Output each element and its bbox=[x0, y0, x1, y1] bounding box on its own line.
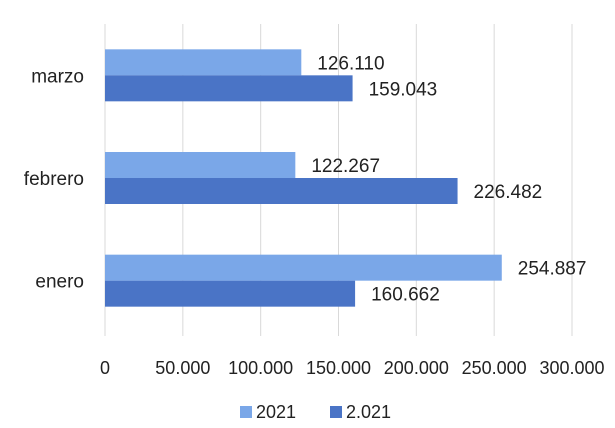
x-tick-label-0: 0 bbox=[100, 358, 110, 378]
data-label-marzo-2.021: 159.043 bbox=[369, 79, 438, 100]
bar-marzo-2.021 bbox=[105, 75, 353, 102]
data-label-febrero-2021: 122.267 bbox=[311, 156, 380, 177]
data-labels: 254.887 160.662 122.267 226.482 126.110 159.0… bbox=[311, 53, 586, 305]
data-label-enero-2021: 254.887 bbox=[518, 259, 587, 280]
legend-label-2021: 2021 bbox=[256, 402, 296, 422]
x-tick-label-2: 100.000 bbox=[228, 358, 293, 378]
bar-enero-2021 bbox=[105, 254, 502, 281]
bars bbox=[105, 49, 502, 307]
x-tick-label-5: 250.000 bbox=[462, 358, 527, 378]
bar-enero-2.021 bbox=[105, 280, 356, 307]
legend: 2021 2.021 bbox=[240, 402, 391, 422]
legend-label-2.021: 2.021 bbox=[346, 402, 391, 422]
category-label-enero: enero bbox=[35, 272, 84, 293]
legend-swatch-2021 bbox=[240, 406, 252, 418]
x-tick-label-3: 150.000 bbox=[306, 358, 371, 378]
data-label-enero-2.021: 160.662 bbox=[371, 285, 440, 306]
x-axis-tick-labels: 0 50.000 100.000 150.000 200.000 250.000 300.0… bbox=[100, 358, 605, 378]
category-label-marzo: marzo bbox=[31, 66, 84, 87]
x-tick-label-4: 200.000 bbox=[384, 358, 449, 378]
category-label-febrero: febrero bbox=[24, 169, 84, 190]
data-label-marzo-2021: 126.110 bbox=[317, 53, 384, 74]
category-labels: enero febrero marzo bbox=[24, 66, 84, 292]
bar-febrero-2.021 bbox=[105, 178, 458, 204]
legend-swatch-2.021 bbox=[330, 406, 342, 418]
x-tick-label-1: 50.000 bbox=[155, 358, 210, 378]
data-label-febrero-2.021: 226.482 bbox=[474, 182, 543, 203]
bar-marzo-2021 bbox=[105, 49, 302, 76]
bar-febrero-2021 bbox=[105, 152, 296, 178]
x-tick-label-6: 300.000 bbox=[539, 358, 604, 378]
